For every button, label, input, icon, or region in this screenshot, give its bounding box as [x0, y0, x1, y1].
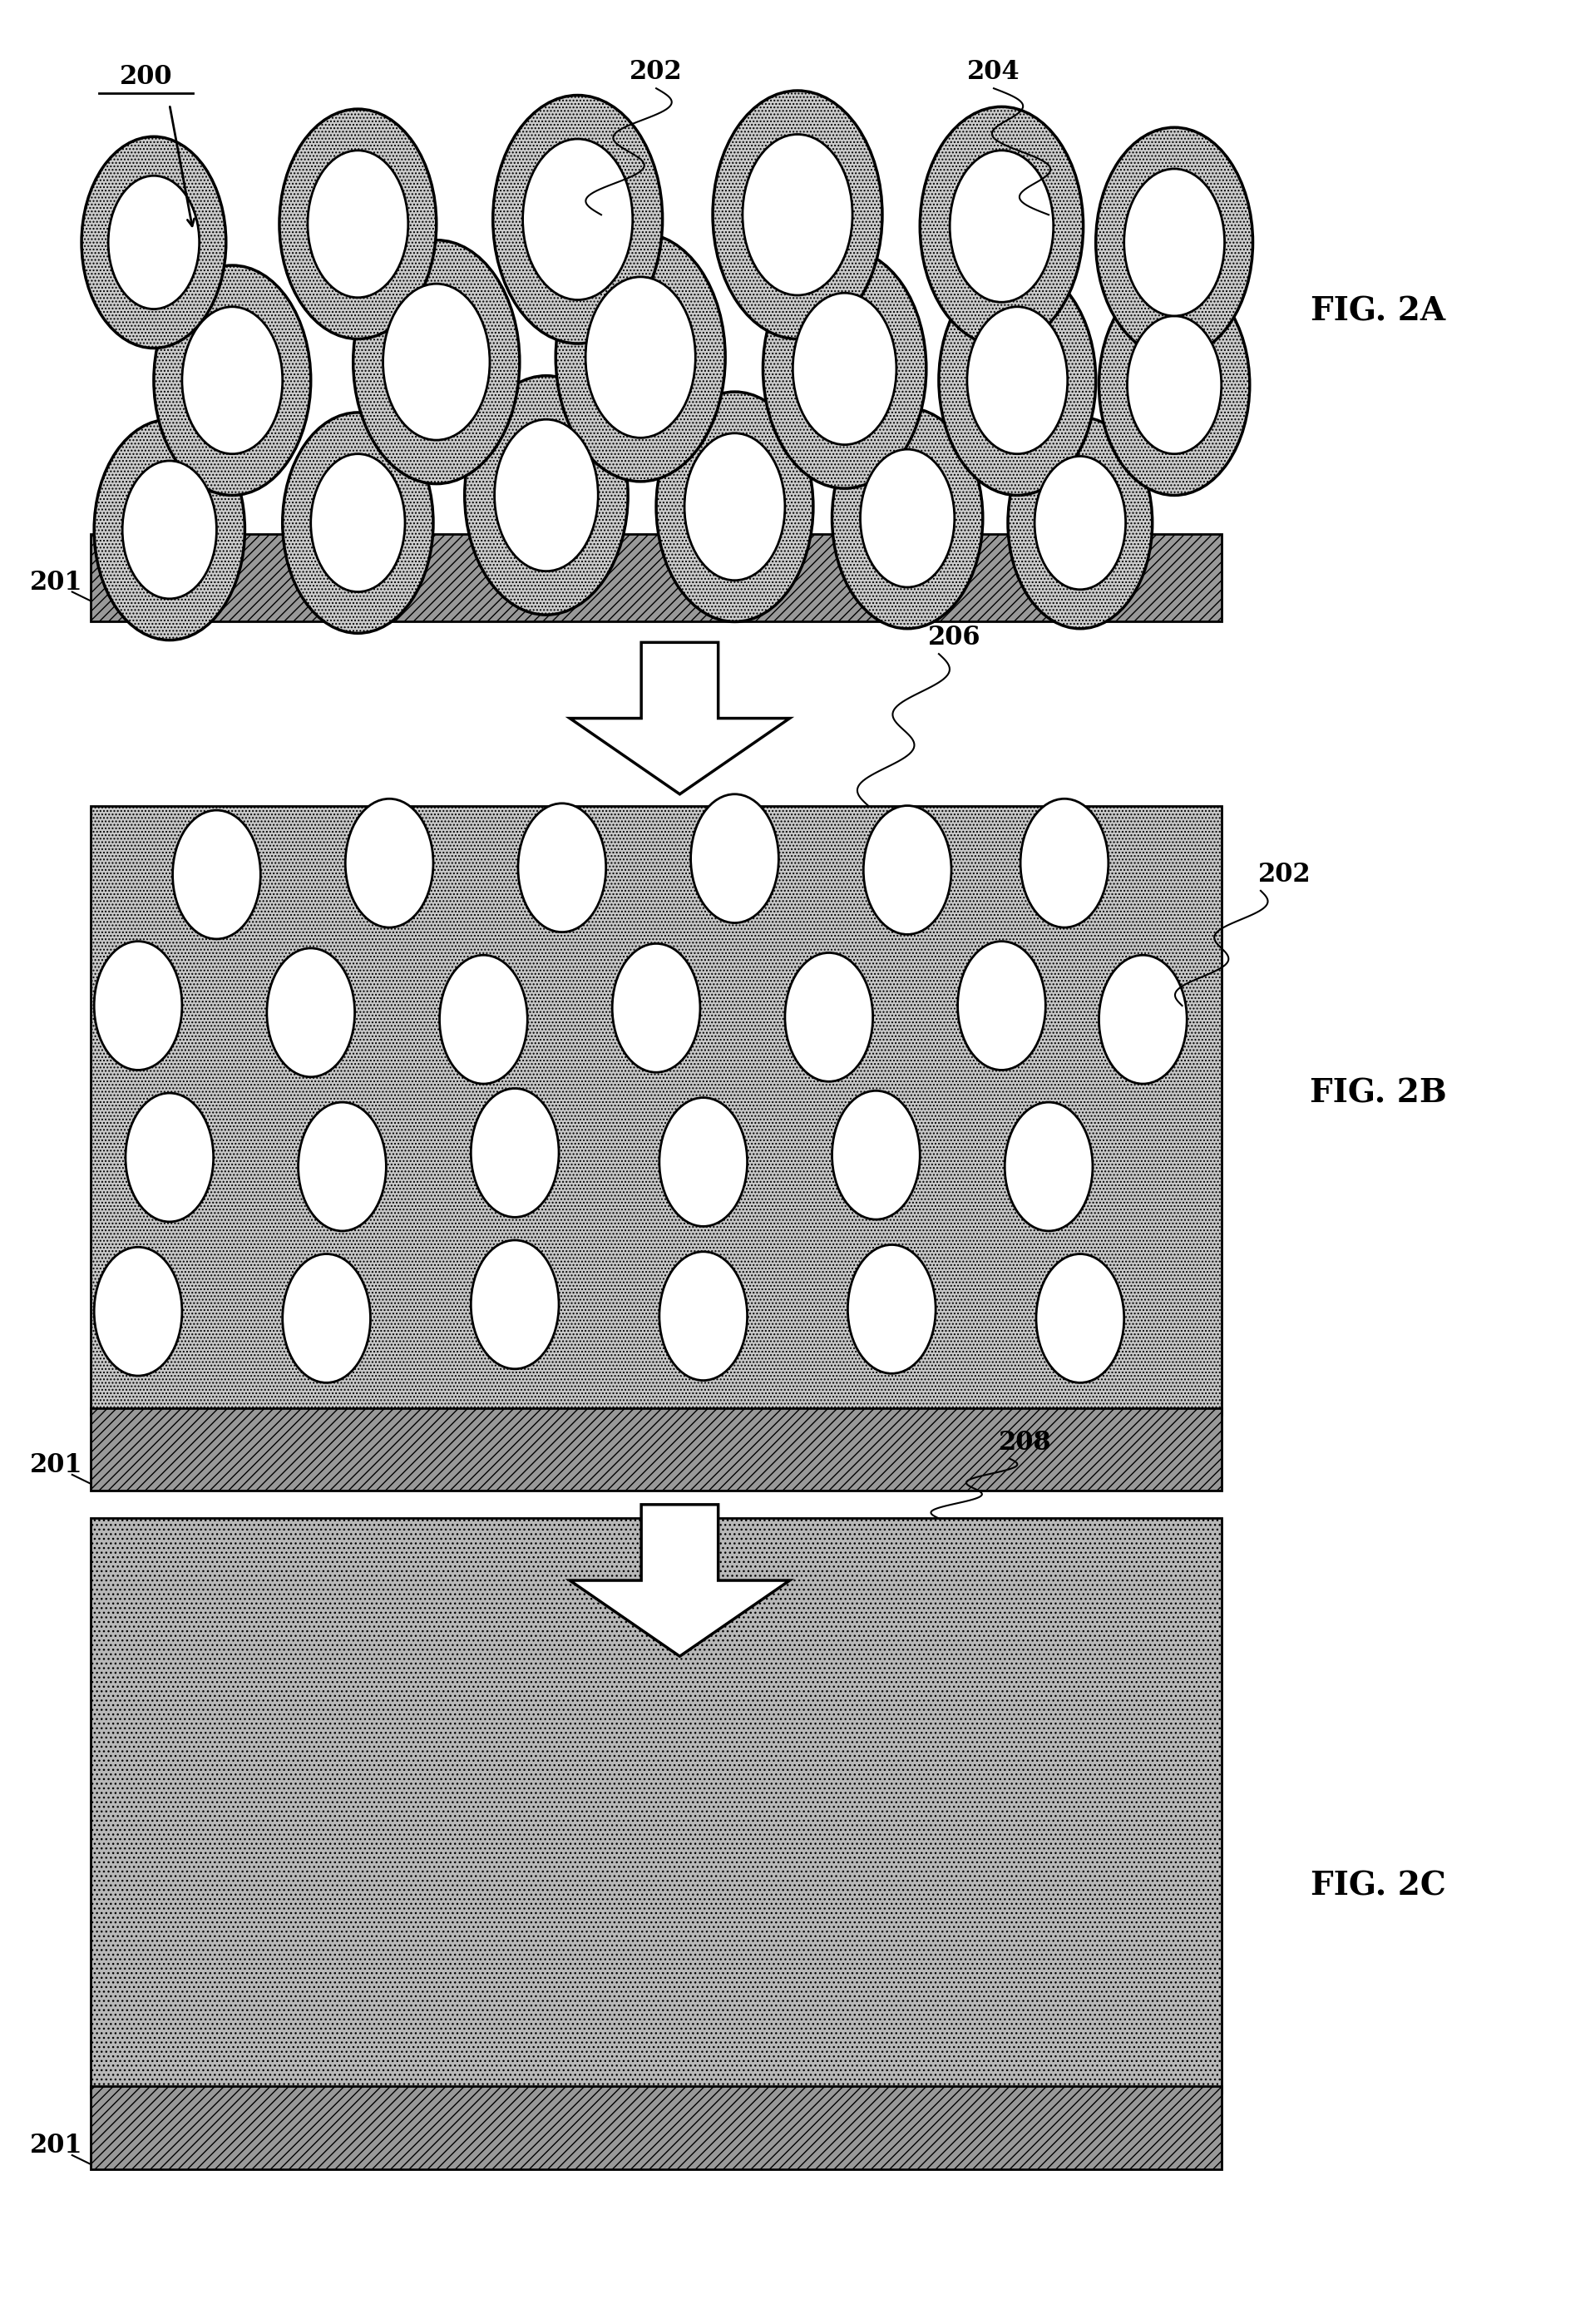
Circle shape: [860, 449, 954, 588]
Text: 202: 202: [1258, 862, 1311, 888]
Circle shape: [153, 265, 311, 495]
Circle shape: [123, 460, 217, 600]
Text: 201: 201: [30, 569, 83, 595]
Circle shape: [1124, 170, 1225, 316]
Circle shape: [523, 139, 633, 300]
Circle shape: [279, 109, 437, 339]
Circle shape: [471, 1088, 558, 1218]
Text: 201: 201: [30, 2133, 83, 2159]
Circle shape: [1099, 274, 1249, 495]
Circle shape: [494, 418, 598, 572]
Circle shape: [659, 1097, 748, 1227]
Circle shape: [352, 239, 520, 483]
Circle shape: [108, 177, 199, 309]
Circle shape: [311, 453, 405, 593]
Polygon shape: [569, 1504, 790, 1657]
Circle shape: [298, 1102, 386, 1232]
Circle shape: [182, 307, 282, 453]
Text: 201: 201: [30, 1452, 83, 1478]
Text: 208: 208: [998, 1429, 1051, 1455]
Bar: [91, 535, 1222, 623]
Circle shape: [833, 409, 983, 627]
Circle shape: [94, 941, 182, 1069]
Circle shape: [656, 393, 813, 623]
Polygon shape: [569, 641, 790, 795]
Circle shape: [847, 1246, 936, 1373]
Circle shape: [1035, 456, 1126, 590]
Text: FIG. 2A: FIG. 2A: [1311, 295, 1445, 328]
Circle shape: [1005, 1102, 1093, 1232]
Circle shape: [1037, 1255, 1124, 1383]
Circle shape: [440, 955, 528, 1083]
Circle shape: [471, 1241, 558, 1369]
Circle shape: [282, 414, 434, 632]
Circle shape: [762, 249, 927, 488]
Circle shape: [493, 95, 662, 344]
Circle shape: [1021, 799, 1109, 927]
Bar: [91, 806, 1222, 1415]
Circle shape: [1128, 316, 1222, 453]
Circle shape: [94, 418, 246, 639]
Text: 204: 204: [967, 60, 1021, 86]
Circle shape: [383, 284, 490, 439]
Text: 202: 202: [630, 60, 683, 86]
Bar: [91, 1408, 1222, 1490]
Circle shape: [920, 107, 1083, 346]
Circle shape: [126, 1092, 214, 1222]
Text: FIG. 2B: FIG. 2B: [1309, 1078, 1447, 1109]
Circle shape: [957, 941, 1046, 1069]
Circle shape: [967, 307, 1067, 453]
Circle shape: [555, 232, 726, 481]
Circle shape: [1099, 955, 1187, 1083]
Text: 206: 206: [928, 625, 981, 651]
Circle shape: [659, 1253, 748, 1380]
Circle shape: [81, 137, 226, 349]
Circle shape: [833, 1090, 920, 1220]
Circle shape: [308, 151, 408, 297]
Circle shape: [464, 376, 628, 616]
Circle shape: [939, 265, 1096, 495]
Circle shape: [612, 944, 700, 1071]
Circle shape: [518, 804, 606, 932]
Circle shape: [684, 432, 785, 581]
Circle shape: [793, 293, 896, 444]
Circle shape: [949, 151, 1053, 302]
Circle shape: [863, 806, 951, 934]
Text: FIG. 2C: FIG. 2C: [1311, 1871, 1447, 1901]
Circle shape: [266, 948, 354, 1076]
Text: 200: 200: [120, 65, 172, 91]
Circle shape: [691, 795, 778, 923]
Circle shape: [172, 811, 260, 939]
Bar: [91, 2087, 1222, 2168]
Circle shape: [713, 91, 882, 339]
Circle shape: [743, 135, 852, 295]
Circle shape: [585, 277, 695, 437]
Circle shape: [94, 1248, 182, 1376]
Circle shape: [346, 799, 434, 927]
Circle shape: [1008, 416, 1152, 627]
Circle shape: [1096, 128, 1252, 358]
Bar: [91, 1518, 1222, 2094]
Circle shape: [785, 953, 872, 1081]
Circle shape: [282, 1255, 370, 1383]
